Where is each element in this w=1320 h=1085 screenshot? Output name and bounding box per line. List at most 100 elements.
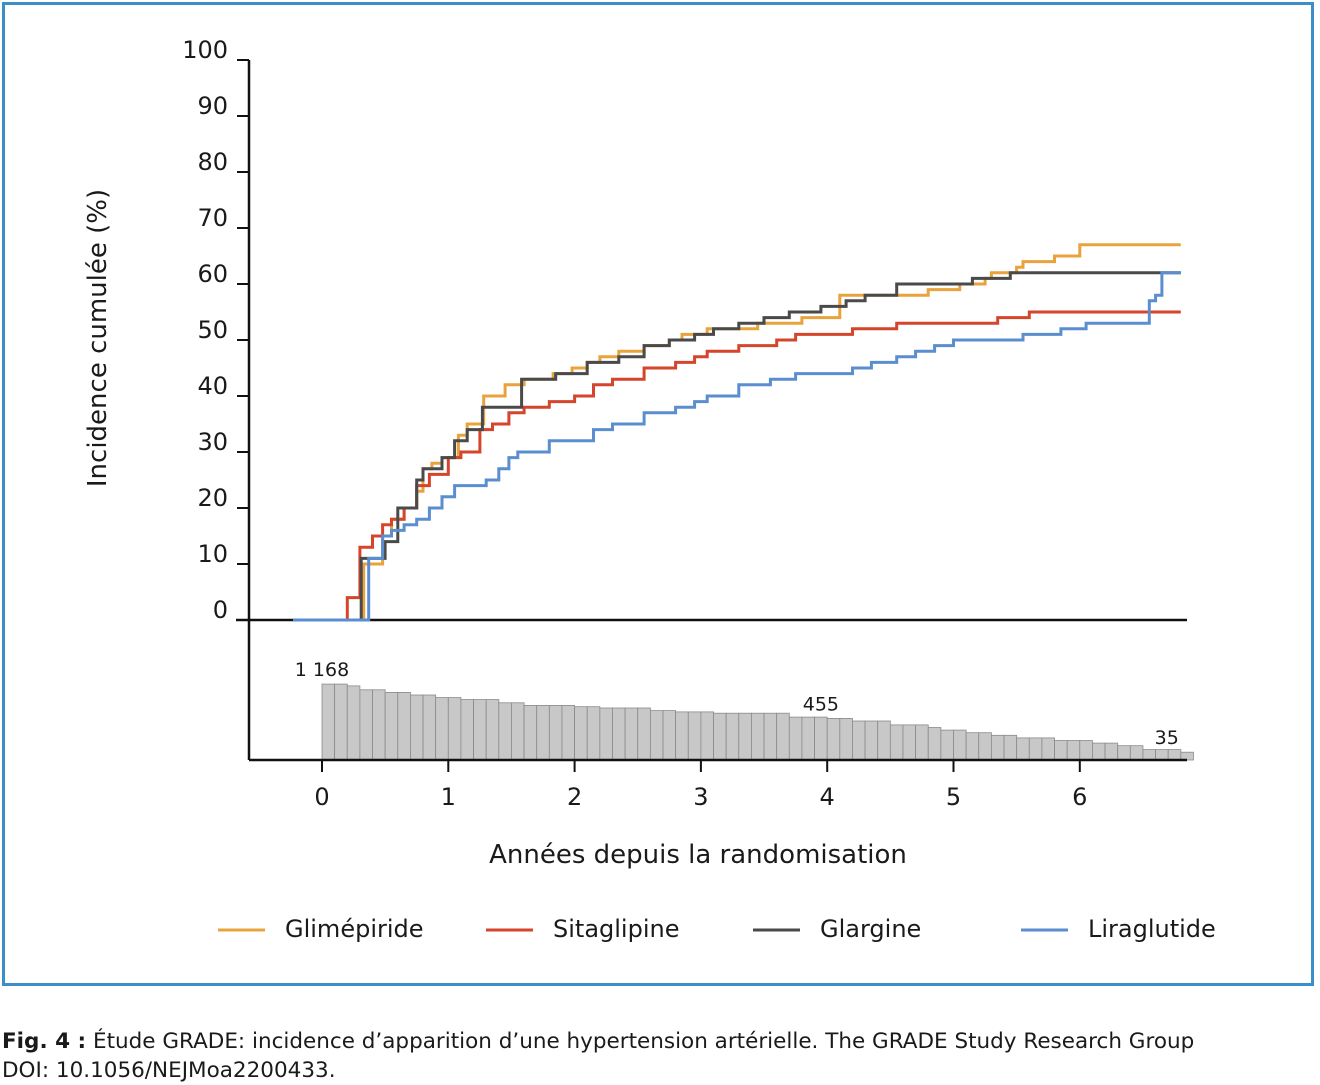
figure-frame (2, 2, 1314, 986)
at-risk-bar (321, 683, 336, 761)
at-risk-bar (738, 712, 752, 761)
x-tick-label: 1 (441, 783, 456, 811)
at-risk-bar (1167, 749, 1182, 761)
at-risk-bar (511, 702, 525, 761)
at-risk-bar (953, 729, 967, 761)
at-risk-bar (397, 692, 411, 761)
series-line-glimépiride (293, 243, 1181, 622)
at-risk-bar (814, 716, 828, 761)
legend-label: Liraglutide (1088, 915, 1216, 943)
at-risk-bar (990, 734, 1005, 761)
at-risk-bar (662, 710, 677, 761)
y-tick-label: 10 (197, 540, 228, 568)
axes: 0 10 20 30 40 50 60 70 80 90 100 0 1 2 3 4 5 6 (182, 36, 1187, 811)
legend-item: Glimépiride (218, 915, 424, 943)
at-risk-bar (435, 697, 449, 761)
y-tick-label: 100 (182, 36, 228, 64)
y-axis-title: Incidence cumulée (%) (83, 189, 113, 487)
legend: Glimépiride Sitaglipine Glargine Liraglutid… (218, 915, 1216, 943)
legend-item: Sitaglipine (486, 915, 679, 943)
at-risk-bar (725, 712, 740, 761)
y-tick-label: 70 (197, 204, 228, 232)
at-risk-bar (548, 705, 563, 761)
at-risk-bar (915, 724, 929, 761)
x-tick-label: 6 (1072, 783, 1087, 811)
at-risk-bar (649, 710, 664, 761)
at-risk-bar (586, 706, 601, 761)
at-risk-bar (1092, 742, 1106, 761)
y-tick-label: 90 (197, 92, 228, 120)
at-risk-bar (574, 706, 588, 761)
at-risk-label: 35 (1155, 727, 1179, 749)
at-risk-bar (1142, 749, 1156, 761)
at-risk-bar (1180, 751, 1194, 761)
x-tick-label: 0 (314, 783, 329, 811)
at-risk-bar (826, 718, 841, 761)
at-risk-bar (1041, 737, 1055, 761)
caption-label: Fig. 4 : (2, 1029, 87, 1054)
at-risk-bar (889, 724, 904, 761)
x-tick-label: 2 (567, 783, 582, 811)
y-tick-label: 80 (197, 148, 228, 176)
at-risk-bar (384, 692, 399, 761)
at-risk-bar (1066, 740, 1081, 761)
at-risk-bar (447, 697, 462, 761)
at-risk-bar (485, 699, 500, 761)
at-risk-bar (1117, 745, 1131, 761)
at-risk-bar (1028, 737, 1043, 761)
at-risk-bar (927, 727, 942, 761)
at-risk-bar (788, 716, 803, 761)
at-risk-label: 1 168 (295, 659, 349, 681)
at-risk-bar (751, 712, 765, 761)
at-risk-bar (763, 712, 778, 761)
series-line-glargine (293, 271, 1181, 622)
legend-item: Liraglutide (1021, 915, 1216, 943)
legend-item: Glargine (753, 915, 921, 943)
caption-line-2: DOI: 10.1056/NEJMoa2200433. (2, 1058, 336, 1083)
at-risk-bar (1104, 742, 1119, 761)
at-risk-bar (839, 718, 853, 761)
at-risk-bar (536, 705, 550, 761)
at-risk-bar (422, 694, 437, 761)
at-risk-bar (700, 711, 714, 761)
at-risk-bar (675, 711, 689, 761)
x-tick-label: 3 (693, 783, 708, 811)
series-lines (293, 243, 1181, 622)
at-risk-bar (334, 683, 348, 761)
caption-line-1: Fig. 4 : Étude GRADE: incidence d’appari… (2, 1027, 1320, 1056)
at-risk-bar (1016, 737, 1030, 761)
at-risk-bar (599, 707, 613, 761)
legend-label: Sitaglipine (553, 915, 679, 943)
at-risk-bar (523, 705, 538, 761)
at-risk-bar (776, 712, 790, 761)
at-risk-bar (410, 694, 424, 761)
at-risk-bar (1129, 745, 1144, 761)
chart: 1 168 455 35 0 10 20 30 40 50 60 70 80 90 100 0 1 2 3 4 5 6… (83, 36, 1216, 943)
caption-text: Étude GRADE: incidence d’apparition d’un… (86, 1029, 1195, 1054)
at-risk-bar (359, 689, 373, 761)
y-tick-label: 50 (197, 316, 228, 344)
at-risk-bar (346, 685, 361, 761)
at-risk-bar (902, 724, 917, 761)
y-tick-label: 60 (197, 260, 228, 288)
x-tick-label: 4 (820, 783, 835, 811)
y-tick-label: 0 (213, 596, 228, 624)
at-risk-bar (713, 712, 727, 761)
series-line-liraglutide (293, 271, 1181, 622)
at-risk-bar (864, 720, 879, 761)
at-risk-bar (965, 732, 980, 761)
series-line-sitaglipine (293, 310, 1181, 622)
at-risk-bar (1003, 734, 1018, 761)
at-risk-bar (561, 705, 575, 761)
at-risk-bar (852, 720, 866, 761)
at-risk-bar (877, 720, 891, 761)
at-risk-bar (801, 716, 815, 761)
at-risk-bar (1079, 740, 1093, 761)
at-risk-bar (687, 711, 702, 761)
at-risk-bar (1155, 749, 1169, 761)
x-axis-title: Années depuis la randomisation (489, 840, 907, 870)
at-risk-bar (1054, 740, 1068, 761)
at-risk-bars: 1 168 455 35 (295, 659, 1194, 761)
at-risk-bar (372, 689, 386, 761)
x-tick-label: 5 (946, 783, 961, 811)
